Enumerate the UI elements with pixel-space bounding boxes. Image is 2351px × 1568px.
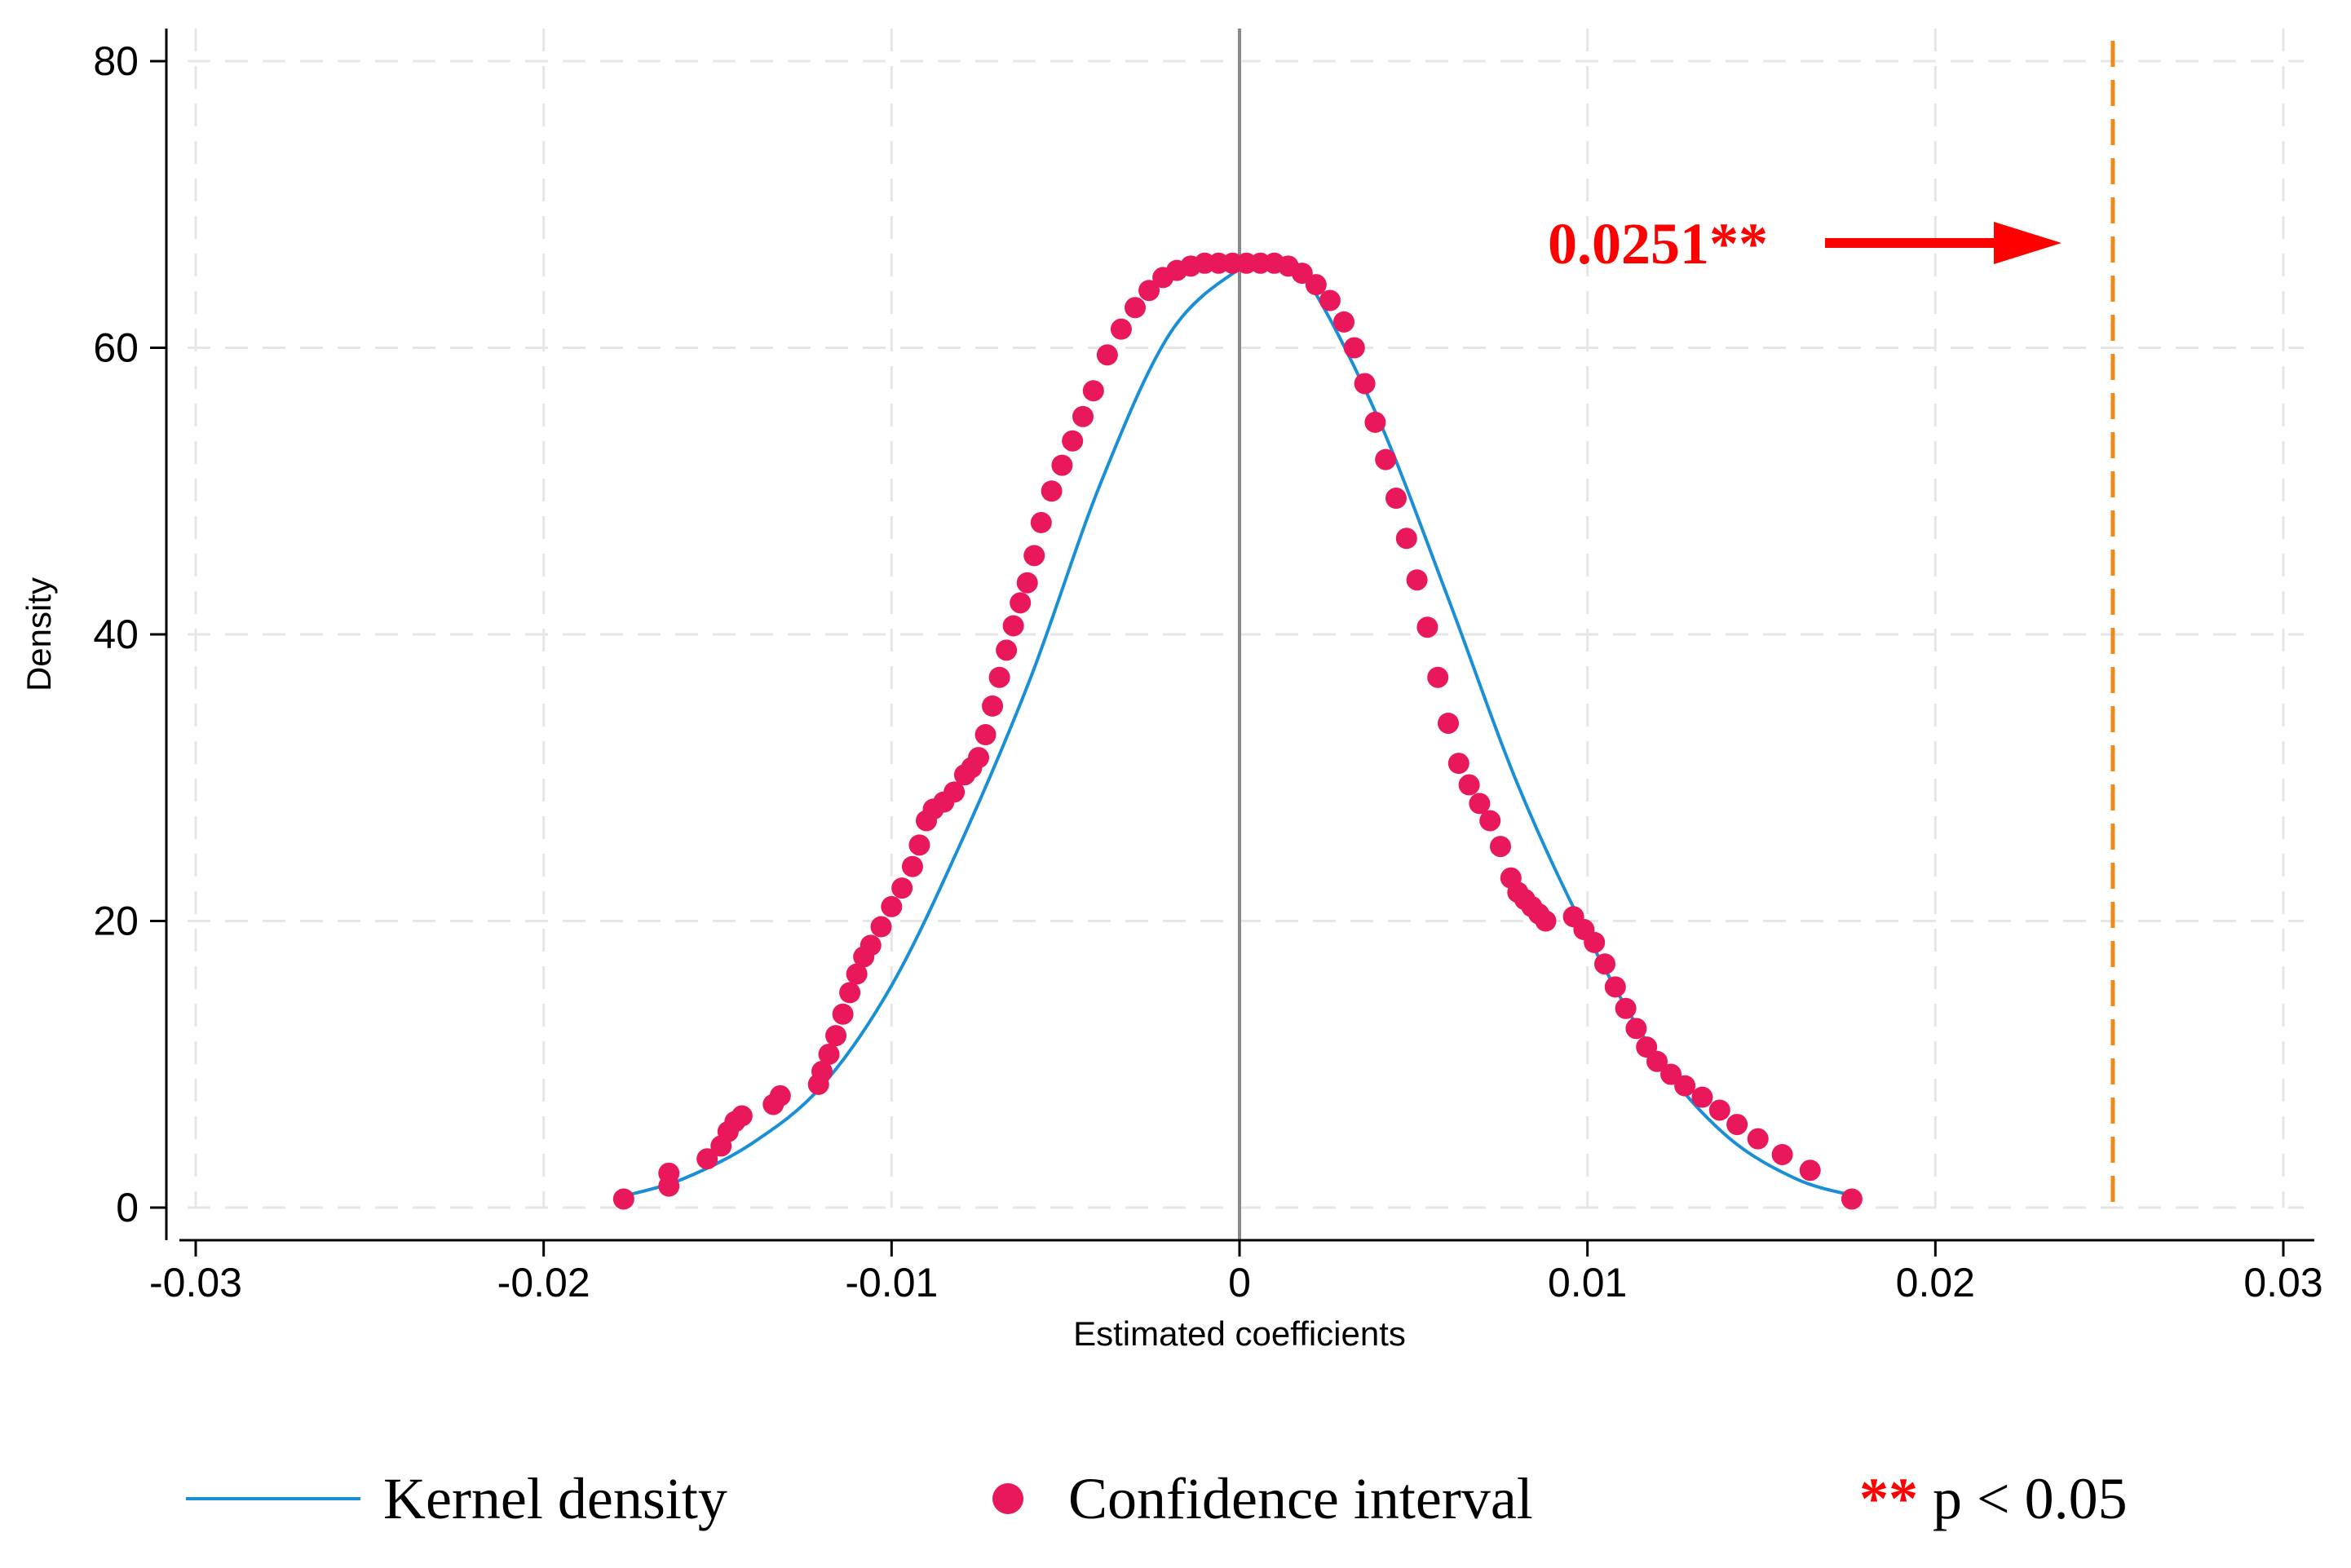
confidence-interval-point	[1438, 712, 1459, 734]
legend-significance-label: ** p < 0.05	[1859, 1466, 2128, 1531]
confidence-interval-point	[1535, 910, 1557, 932]
legend: Kernel density Confidence interval ** p <…	[186, 1466, 2128, 1531]
confidence-interval-point	[1125, 297, 1146, 319]
legend-kernel-density-label: Kernel density	[383, 1466, 727, 1531]
confidence-interval-point	[832, 1003, 854, 1025]
x-tick-label-4: 0.01	[1548, 1260, 1627, 1305]
confidence-interval-point	[1625, 1018, 1647, 1040]
axis-ticks: -0.03 -0.02 -0.01 0 0.01 0.02 0.03 0 20 40 60 80	[93, 38, 2322, 1305]
confidence-interval-point	[1674, 1075, 1696, 1097]
confidence-interval-point	[1604, 976, 1626, 998]
confidence-interval-point	[1615, 997, 1637, 1019]
confidence-interval-point	[612, 1188, 634, 1210]
confidence-interval-point	[1479, 810, 1501, 832]
confidence-interval-point	[1333, 311, 1354, 333]
x-axis-title: Estimated coefficients	[1073, 1314, 1406, 1353]
confidence-interval-point	[891, 877, 913, 899]
confidence-interval-point	[908, 834, 930, 856]
x-tick-label-1: -0.02	[497, 1260, 590, 1305]
confidence-interval-point	[860, 934, 882, 956]
y-tick-label-3: 60	[93, 325, 139, 371]
confidence-interval-point	[1023, 545, 1045, 567]
x-tick-label-2: -0.01	[845, 1260, 938, 1305]
confidence-interval-point	[1375, 448, 1397, 470]
confidence-interval-point	[811, 1061, 833, 1083]
confidence-interval-point	[1082, 380, 1104, 402]
x-tick-label-6: 0.03	[2243, 1260, 2322, 1305]
y-axis-title: Density	[20, 577, 58, 691]
confidence-interval-point	[846, 963, 868, 985]
confidence-interval-point	[1395, 528, 1417, 550]
confidence-interval-point	[1354, 373, 1376, 395]
confidence-interval-point	[825, 1025, 847, 1047]
confidence-interval-point	[1062, 430, 1084, 452]
confidence-interval-point	[1110, 318, 1132, 340]
confidence-interval-point	[839, 982, 861, 1004]
confidence-interval-point	[1030, 511, 1052, 533]
y-tick-label-0: 0	[116, 1185, 139, 1230]
grid	[188, 29, 2304, 1209]
confidence-interval-point	[1016, 572, 1038, 594]
confidence-interval-point	[1416, 616, 1438, 638]
legend-significance-stars: **	[1859, 1466, 1918, 1531]
confidence-interval-point	[1385, 488, 1407, 510]
confidence-interval-point	[731, 1105, 753, 1127]
confidence-interval-point	[1343, 337, 1365, 359]
confidence-interval-point	[1319, 289, 1341, 311]
confidence-interval-point	[1490, 836, 1511, 858]
confidence-interval-point	[968, 747, 989, 769]
y-tick-label-2: 40	[93, 612, 139, 657]
confidence-interval-point	[1072, 405, 1094, 427]
confidence-interval-point	[1041, 480, 1063, 502]
confidence-interval-point	[1427, 666, 1449, 688]
confidence-interval-point	[1002, 615, 1024, 637]
confidence-interval-point	[1646, 1050, 1668, 1072]
x-tick-label-3: 0	[1228, 1260, 1251, 1305]
x-tick-label-0: -0.03	[149, 1260, 242, 1305]
confidence-interval-point	[1406, 569, 1428, 591]
confidence-interval-point	[982, 695, 1004, 717]
confidence-interval-point	[1771, 1143, 1793, 1165]
confidence-interval-point	[1469, 793, 1491, 815]
confidence-interval-point	[769, 1084, 791, 1106]
confidence-interval-point	[1747, 1128, 1769, 1150]
confidence-interval-point	[1708, 1099, 1730, 1121]
confidence-interval-point	[996, 639, 1018, 661]
confidence-interval-point	[943, 781, 966, 803]
confidence-interval-point	[881, 895, 903, 917]
confidence-interval-point	[1364, 411, 1386, 433]
confidence-interval-point	[658, 1162, 680, 1184]
annotation-arrow-head	[1994, 222, 2062, 264]
x-tick-label-5: 0.02	[1896, 1260, 1975, 1305]
y-tick-label-4: 80	[93, 38, 139, 84]
confidence-interval-point	[1584, 931, 1606, 953]
confidence-interval-point	[870, 916, 892, 938]
confidence-interval-point	[974, 724, 997, 746]
confidence-interval-point	[1594, 953, 1615, 975]
confidence-interval-point	[696, 1148, 718, 1170]
confidence-interval-point	[1799, 1159, 1821, 1182]
confidence-interval-point	[988, 666, 1010, 688]
legend-confidence-interval-swatch	[992, 1483, 1023, 1514]
confidence-interval-point	[1691, 1086, 1713, 1108]
confidence-interval-point	[1726, 1114, 1748, 1136]
data-series	[612, 252, 1863, 1210]
confidence-interval-point	[1051, 454, 1073, 476]
annotation-label: 0.0251**	[1548, 211, 1768, 276]
confidence-interval-point	[1458, 774, 1480, 796]
confidence-interval-point	[1447, 753, 1469, 775]
reference-lines	[1238, 29, 2115, 1240]
confidence-interval-point	[1010, 592, 1032, 614]
confidence-interval-point	[1138, 280, 1160, 302]
confidence-interval-point	[1305, 274, 1327, 296]
confidence-interval-point	[818, 1043, 840, 1065]
confidence-interval-point	[1841, 1188, 1863, 1210]
legend-confidence-interval-label: Confidence interval	[1068, 1466, 1533, 1531]
confidence-interval-point	[1096, 344, 1118, 366]
legend-significance-text: p < 0.05	[1933, 1466, 2128, 1531]
y-tick-label-1: 20	[93, 899, 139, 944]
observed-coefficient-annotation: 0.0251**	[1548, 211, 2062, 276]
confidence-interval-point	[901, 855, 923, 877]
